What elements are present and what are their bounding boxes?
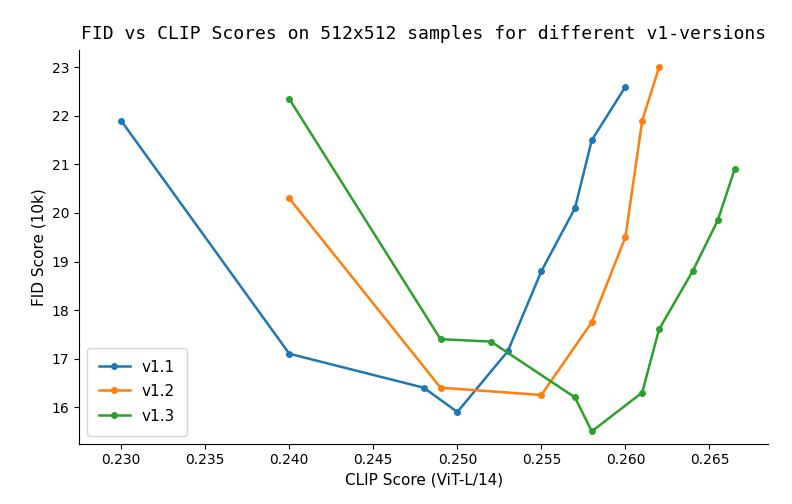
v1.1 [570, 205, 580, 211]
v1.1 [537, 268, 546, 274]
v1.3 [436, 336, 445, 342]
v1.2 [638, 118, 647, 124]
v1.1 [621, 84, 630, 90]
v1.3 [486, 339, 496, 345]
v1.3 [570, 395, 580, 401]
v1.2 [621, 234, 630, 240]
v1.3 [713, 217, 722, 223]
X-axis label: CLIP Score (ViT-L/14): CLIP Score (ViT-L/14) [345, 473, 503, 488]
v1.2 [436, 385, 445, 391]
v1.3 [587, 428, 596, 434]
Line: v1.2: v1.2 [287, 65, 662, 398]
Title: FID vs CLIP Scores on 512x512 samples for different v1-versions: FID vs CLIP Scores on 512x512 samples fo… [81, 25, 767, 43]
Legend: v1.1, v1.2, v1.3: v1.1, v1.2, v1.3 [87, 348, 188, 436]
v1.1 [452, 409, 462, 415]
v1.3 [730, 166, 740, 172]
v1.2 [537, 392, 546, 398]
v1.3 [688, 268, 698, 274]
v1.1 [587, 137, 596, 143]
v1.1 [503, 348, 512, 354]
v1.1 [419, 385, 428, 391]
Line: v1.1: v1.1 [119, 84, 628, 415]
v1.2 [587, 319, 596, 325]
v1.3 [638, 390, 647, 396]
v1.3 [654, 327, 664, 333]
Line: v1.3: v1.3 [287, 96, 737, 434]
Y-axis label: FID Score (10k): FID Score (10k) [31, 188, 46, 306]
v1.1 [116, 118, 126, 124]
v1.2 [284, 196, 294, 202]
v1.1 [284, 351, 294, 357]
v1.3 [284, 96, 294, 102]
v1.2 [654, 65, 664, 71]
